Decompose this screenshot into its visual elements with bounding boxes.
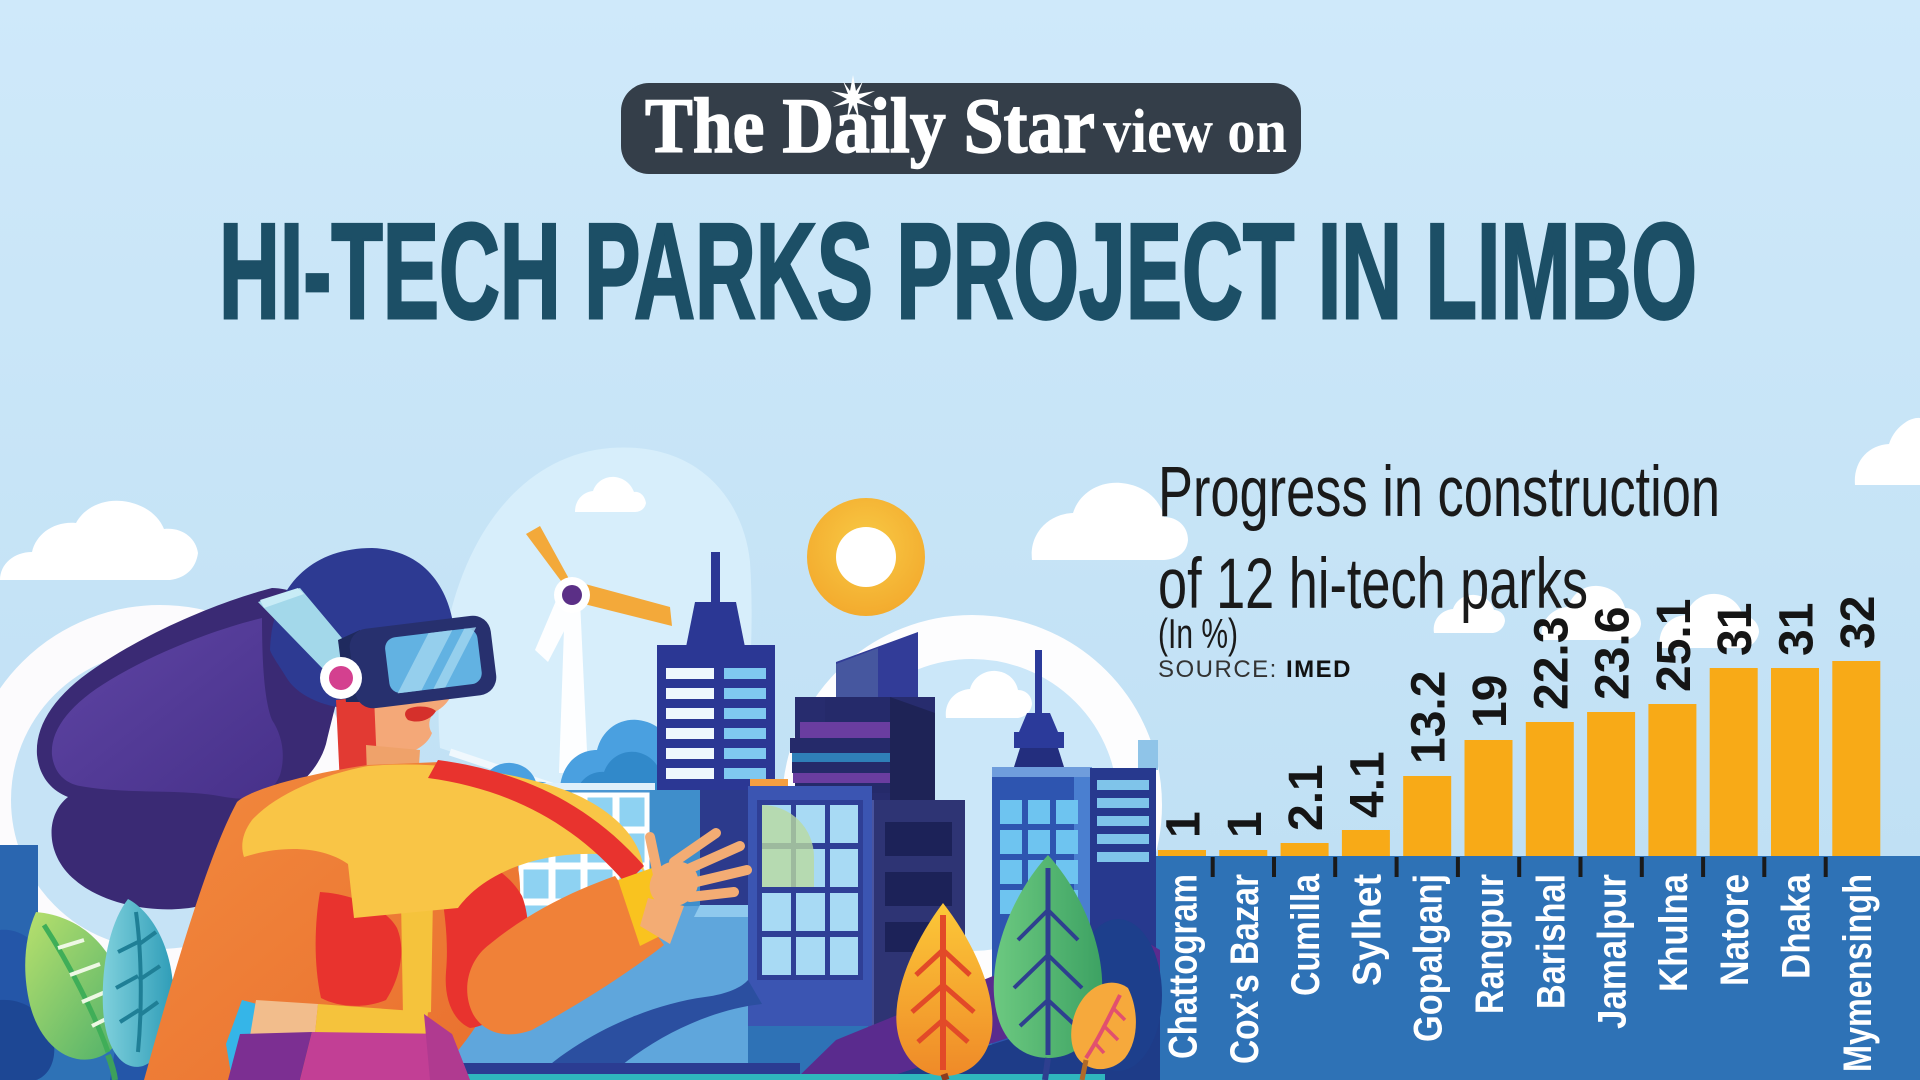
svg-text:view on: view on xyxy=(1103,98,1287,166)
svg-text:13.2: 13.2 xyxy=(1403,671,1456,764)
svg-text:Gopalganj: Gopalganj xyxy=(1407,874,1451,1042)
svg-text:of 12 hi-tech parks: of 12 hi-tech parks xyxy=(1158,545,1588,624)
svg-text:2.1: 2.1 xyxy=(1280,764,1333,831)
svg-text:Natore: Natore xyxy=(1713,874,1757,986)
svg-text:Sylhet: Sylhet xyxy=(1345,874,1389,986)
svg-text:SOURCE: IMED: SOURCE: IMED xyxy=(1158,656,1352,683)
svg-text:19: 19 xyxy=(1464,675,1517,728)
svg-text:31: 31 xyxy=(1771,603,1824,656)
svg-text:31: 31 xyxy=(1709,603,1762,656)
svg-text:Mymensingh: Mymensingh xyxy=(1836,874,1880,1072)
svg-text:4.1: 4.1 xyxy=(1341,751,1394,818)
svg-text:22.3: 22.3 xyxy=(1525,617,1578,710)
svg-text:Cumilla: Cumilla xyxy=(1284,873,1328,996)
svg-text:1: 1 xyxy=(1158,811,1211,838)
svg-text:Progress in construction: Progress in construction xyxy=(1158,453,1720,532)
svg-text:23.6: 23.6 xyxy=(1587,607,1640,700)
svg-text:(In %): (In %) xyxy=(1158,610,1238,657)
svg-text:Khulna: Khulna xyxy=(1652,873,1696,992)
svg-text:Cox’s Bazar: Cox’s Bazar xyxy=(1223,874,1267,1064)
svg-text:Chattogram: Chattogram xyxy=(1162,874,1206,1059)
svg-text:HI-TECH PARKS PROJECT IN LIMBO: HI-TECH PARKS PROJECT IN LIMBO xyxy=(219,195,1697,347)
svg-text:The Daily Star: The Daily Star xyxy=(645,82,1095,169)
svg-text:32: 32 xyxy=(1832,596,1885,649)
svg-text:Dhaka: Dhaka xyxy=(1775,873,1819,979)
svg-text:Rangpur: Rangpur xyxy=(1468,874,1512,1014)
svg-text:Jamalpur: Jamalpur xyxy=(1591,874,1635,1029)
svg-text:1: 1 xyxy=(1219,811,1272,838)
svg-text:Barishal: Barishal xyxy=(1529,874,1573,1009)
svg-text:25.1: 25.1 xyxy=(1648,599,1701,692)
